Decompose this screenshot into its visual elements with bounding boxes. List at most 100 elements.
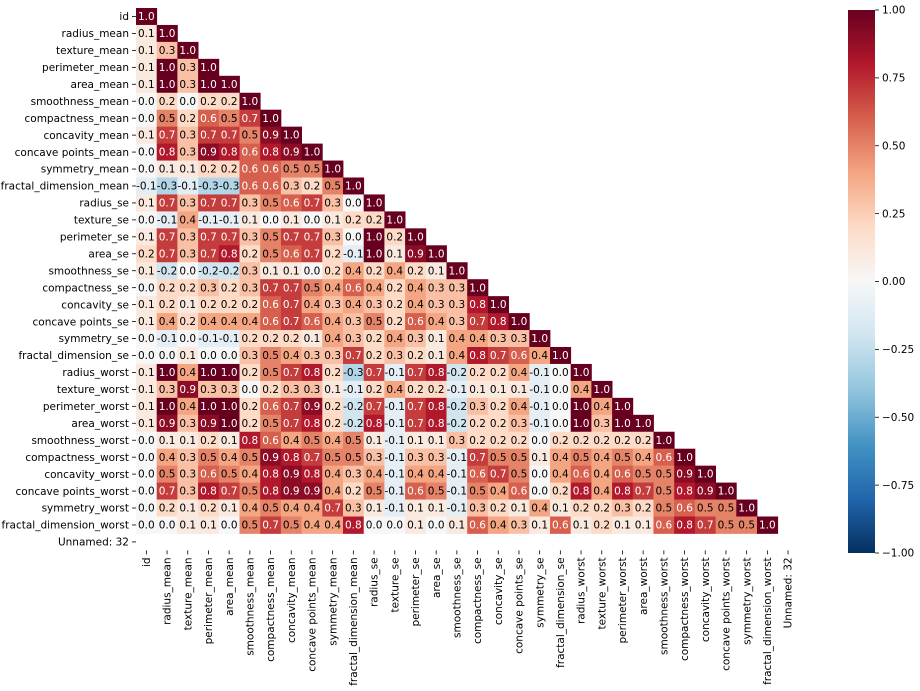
cell-value-label: 0.2 [241,248,258,260]
heatmap-cell [301,431,323,450]
heatmap-cell [301,194,323,212]
cell-value-label: 0.2 [324,418,341,430]
heatmap-cell [156,58,178,77]
heatmap-cell [508,448,530,467]
heatmap-cell [136,245,158,263]
cell-value-label: 0.3 [179,469,196,481]
cell-value-label: 0.4 [241,316,258,328]
heatmap-cell [343,347,365,365]
heatmap-cell [177,228,199,246]
heatmap-cell [612,448,634,467]
heatmap-cell [715,482,737,500]
heatmap-cell [632,499,654,517]
cell-value-label: 0.1 [511,503,528,515]
heatmap-cell [260,380,282,399]
heatmap-cell [260,296,282,314]
heatmap-cell [343,262,365,280]
cell-value-label: 0.5 [221,469,238,481]
heatmap-cell [405,363,427,382]
heatmap-cell [218,92,240,111]
heatmap-cell [508,330,530,348]
cell-value-label: 0.7 [283,418,300,430]
cell-value-label: 0.4 [324,486,341,498]
cell-value-label: 0.3 [179,452,196,464]
heatmap-cell [239,465,261,483]
heatmap-cell [508,414,530,433]
cell-value-label: 0.5 [428,486,445,498]
heatmap-cell [550,397,572,416]
heatmap-cell [136,347,158,365]
heatmap-cell [467,296,489,314]
heatmap-cell [198,126,220,144]
cell-value-label: 0.3 [448,282,465,294]
heatmap-cell [136,279,158,297]
cell-value-label: 1.0 [366,198,383,210]
cell-value-label: 1.0 [655,435,672,447]
cell-value-label: 0.4 [241,503,258,515]
heatmap-cell [425,347,447,365]
cell-value-label: 1.0 [200,401,217,413]
heatmap-cell [591,380,613,399]
heatmap-cell [363,245,385,263]
cell-value-label: 0.2 [200,96,217,108]
cell-value-label: 0.5 [697,503,714,515]
heatmap-cell [487,397,509,416]
cell-value-label: 0.9 [159,418,176,430]
heatmap-cell [280,296,302,314]
heatmap-cell [156,262,178,280]
cell-value-label: 1.0 [138,11,155,23]
x-tick-label: area_mean [224,557,236,615]
cell-value-label: 0.3 [179,486,196,498]
x-tick-label: perimeter_worst [617,557,629,643]
cell-value-label: 0.8 [676,486,693,498]
x-tick-label: smoothness_mean [245,557,257,655]
cell-value-label: 0.6 [511,486,528,498]
heatmap-cell [384,448,406,467]
heatmap-cell [487,516,509,534]
heatmap-cell [757,516,779,534]
cell-value-label: -0.1 [385,435,406,447]
heatmap-cell [177,143,199,161]
heatmap-cell [653,516,675,534]
cell-value-label: 0.2 [221,299,238,311]
heatmap-cell [384,482,406,500]
heatmap-cell [736,516,758,534]
y-tick-label: symmetry_se [59,333,129,345]
heatmap-cell [198,414,220,433]
cell-value-label: -0.1 [447,452,468,464]
cell-value-label: -0.1 [157,214,178,226]
heatmap-cell [715,516,737,534]
cell-value-label: 0.2 [304,181,321,193]
cell-value-label: 1.0 [614,418,631,430]
cell-value-label: 0.3 [448,299,465,311]
y-tick-label: fractal_dimension_se [18,350,129,362]
cell-value-label: 0.6 [262,316,279,328]
cell-value-label: 0.4 [593,486,610,498]
cell-value-label: 0.6 [283,248,300,260]
cell-value-label: -0.2 [447,418,468,430]
cell-value-label: 0.0 [179,333,196,345]
cell-value-label: 0.1 [407,435,424,447]
heatmap-cell [156,414,178,433]
cell-value-label: 0.3 [345,503,362,515]
cell-value-label: 0.9 [407,248,424,260]
cell-value-label: -0.1 [529,367,550,379]
cell-value-label: 0.8 [262,469,279,481]
cell-value-label: 0.5 [655,486,672,498]
cell-value-label: 0.3 [469,503,486,515]
cell-value-label: 0.7 [283,401,300,413]
cell-value-label: 0.1 [531,452,548,464]
heatmap-cell [446,380,468,399]
heatmap-cell [198,363,220,382]
cell-value-label: 0.3 [324,198,341,210]
heatmap-cell [218,75,240,94]
cell-value-label: 0.4 [531,503,548,515]
colorbar-tick-label: −0.75 [882,480,914,492]
heatmap-cell [405,279,427,297]
cell-value-label: 0.0 [552,401,569,413]
cell-value-label: 1.0 [635,418,652,430]
cell-value-label: 0.1 [283,265,300,277]
heatmap-cell [301,143,323,161]
heatmap-cell [570,516,592,534]
cell-value-label: 0.9 [200,147,217,159]
